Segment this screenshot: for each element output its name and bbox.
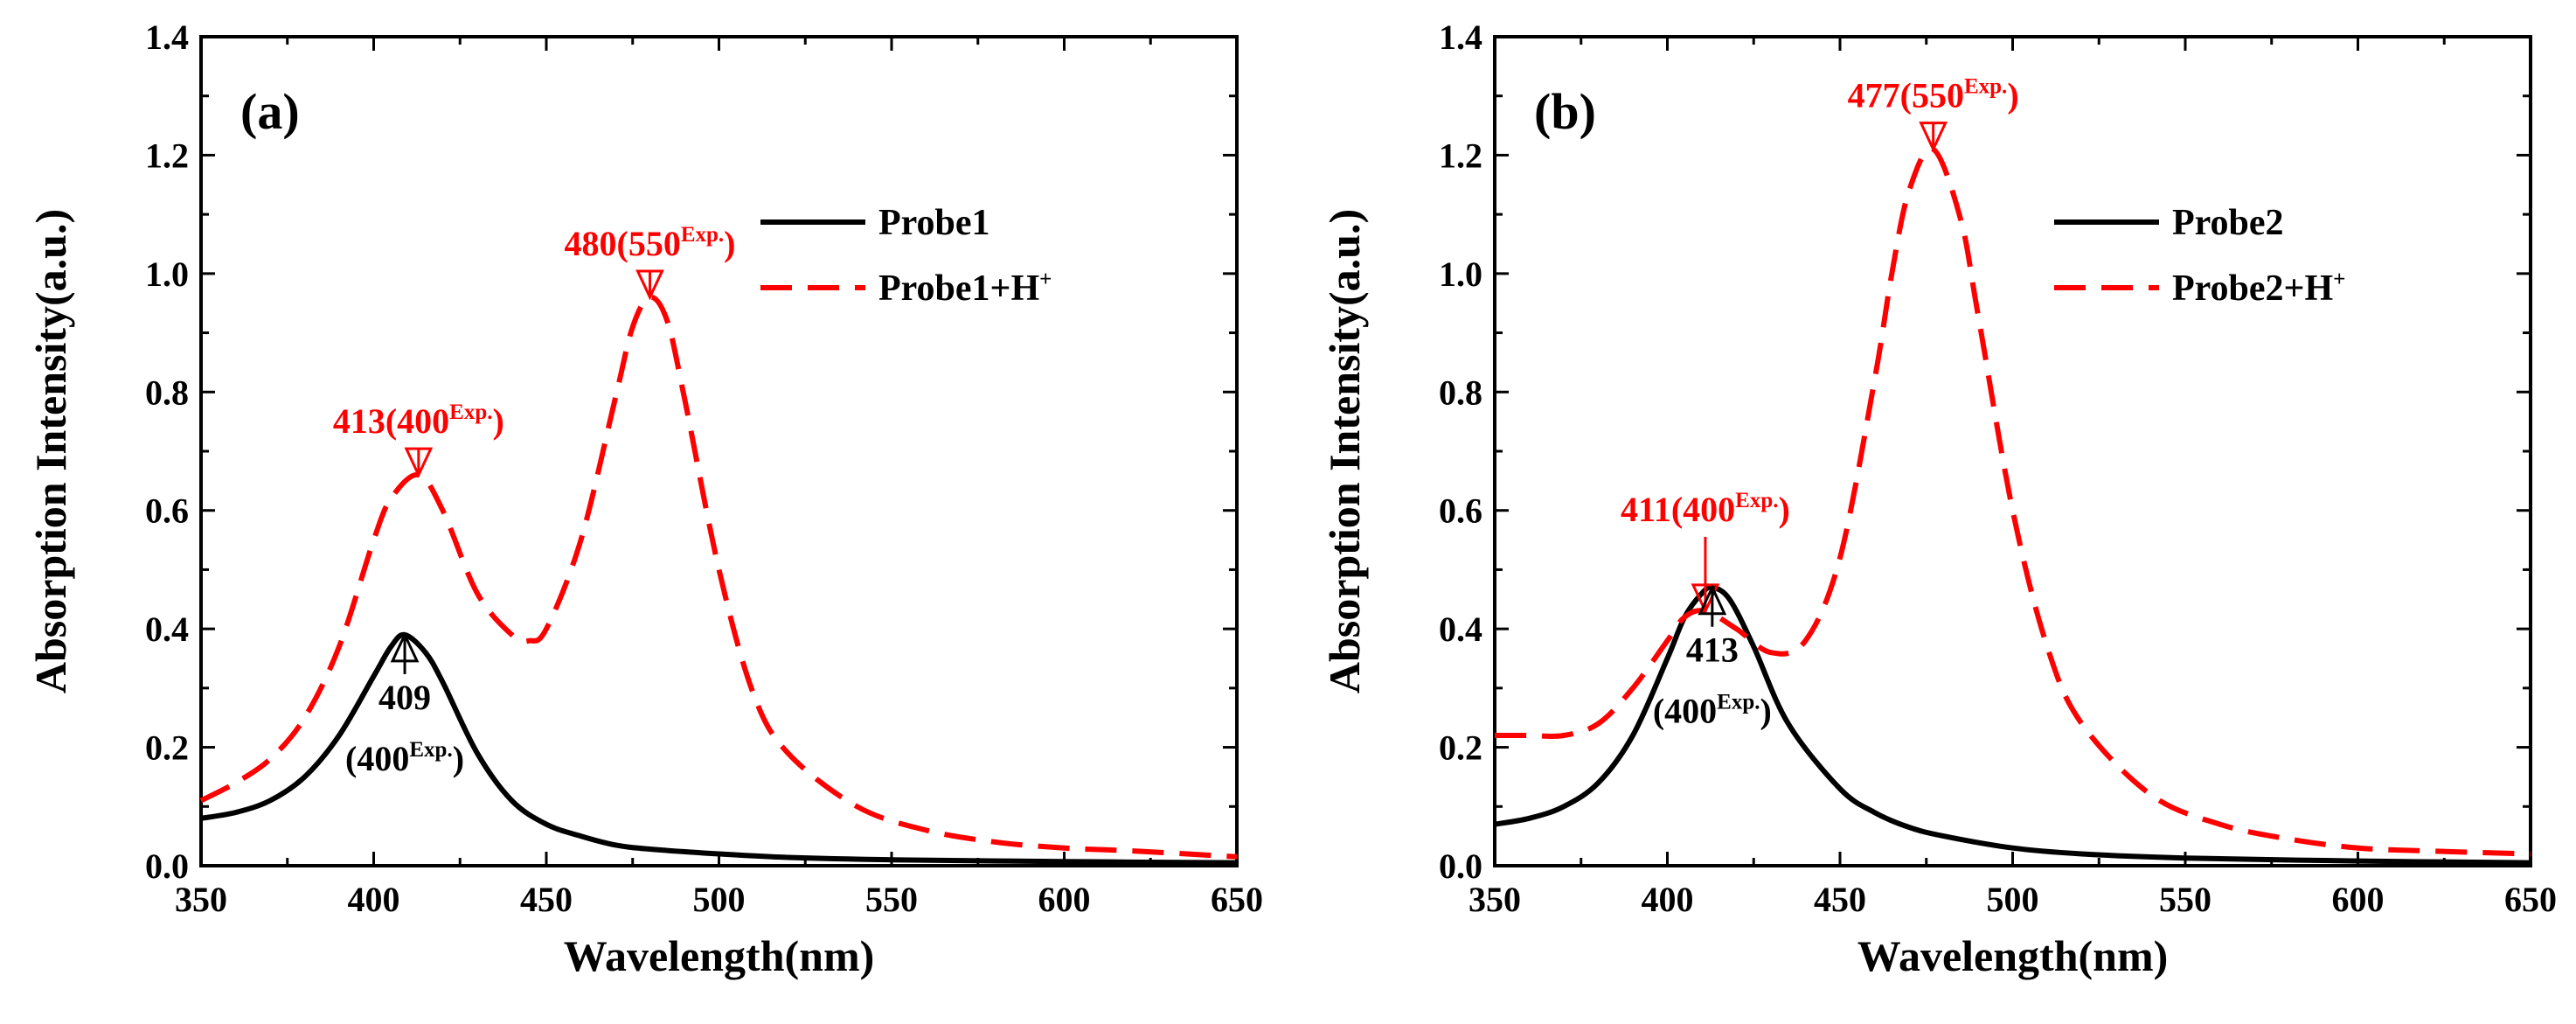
x-axis-title: Wavelength(nm)	[564, 931, 875, 980]
x-tick-label: 650	[2504, 880, 2557, 919]
x-tick-label: 600	[1038, 880, 1091, 919]
y-tick-label: 0.8	[145, 373, 189, 412]
chart-panel-b: 350 400 450 500 550 600 650 0.0 0.2 0.4 0.6 0.8 1.0 1…	[1320, 17, 2557, 980]
y-tick-label: 0.2	[1439, 728, 1482, 768]
x-tick-label: 350	[1469, 880, 1521, 919]
peak-annotation: 413(400Exp.)	[333, 401, 504, 478]
y-tick-label: 0.6	[1439, 491, 1482, 531]
annotation-arrowhead	[635, 269, 664, 301]
annotation-label-line2: (400Exp.)	[345, 738, 464, 778]
peak-annotation: 477(550Exp.)	[1848, 75, 2019, 153]
series-line-probe1-h	[199, 294, 1238, 860]
annotation-arrowhead	[1919, 122, 1948, 153]
y-tick-label: 1.2	[1439, 136, 1482, 175]
annotation-label: 413(400Exp.)	[333, 401, 504, 441]
y-axis-title: Absorption Intensity(a.u.)	[26, 209, 75, 693]
x-tick-label: 650	[1211, 880, 1263, 919]
peak-annotation: 480(550Exp.)	[565, 223, 736, 301]
annotation-label-line2: (400Exp.)	[1653, 691, 1772, 731]
peak-annotation: 411(400Exp.)	[1621, 489, 1790, 615]
x-axis-title: Wavelength(nm)	[1857, 931, 2169, 980]
peak-annotation: 413 (400Exp.)	[1653, 584, 1772, 731]
plot-frame	[1493, 35, 2532, 867]
chart-panel-a: 350 400 450 500 550 600 650 0.0 0.2 0.4 0.6 0.8 1.0 1…	[26, 17, 1263, 980]
series-line-probe2	[1494, 584, 2531, 866]
x-tick-label: 450	[1814, 880, 1866, 919]
annotation-label: 409	[378, 678, 431, 717]
x-tick-label: 350	[175, 880, 227, 919]
y-tick-label: 1.4	[1439, 17, 1482, 57]
legend-label: Probe1+H+	[878, 268, 1052, 309]
y-tick-label: 1.2	[145, 136, 189, 175]
x-tick-label: 400	[348, 880, 400, 919]
x-tick-label: 550	[2159, 880, 2211, 919]
annotation-arrowhead	[1698, 584, 1727, 616]
x-tick-label: 400	[1642, 880, 1694, 919]
y-tick-label: 0.4	[145, 610, 189, 649]
y-tick-label: 0.4	[1439, 610, 1482, 649]
series-line-probe2-h	[1494, 146, 2531, 857]
annotation-arrowhead	[404, 447, 434, 478]
y-tick-label: 0.0	[1439, 846, 1482, 886]
x-tick-label: 450	[520, 880, 573, 919]
legend-label: Probe2+H+	[2172, 268, 2345, 309]
y-tick-label: 0.0	[145, 846, 189, 886]
annotation-label: 480(550Exp.)	[565, 223, 736, 263]
panel-label: (b)	[1534, 83, 1596, 140]
annotation-label: 411(400Exp.)	[1621, 489, 1790, 529]
series-line-probe1	[200, 631, 1238, 866]
x-tick-label: 500	[693, 880, 746, 919]
legend-label: Probe1	[878, 203, 990, 243]
y-tick-label: 0.6	[145, 491, 189, 531]
x-tick-label: 550	[865, 880, 918, 919]
y-tick-label: 0.8	[1439, 373, 1482, 412]
peak-annotation: 409 (400Exp.)	[345, 631, 464, 778]
y-tick-label: 1.4	[145, 17, 189, 57]
x-tick-label: 500	[1987, 880, 2039, 919]
annotation-arrowhead	[390, 631, 420, 663]
y-tick-label: 1.0	[1439, 254, 1482, 294]
x-tick-label: 600	[2332, 880, 2385, 919]
y-tick-label: 1.0	[145, 254, 189, 294]
annotation-label: 477(550Exp.)	[1848, 75, 2019, 115]
panel-label: (a)	[240, 83, 300, 140]
y-tick-label: 0.2	[145, 728, 189, 768]
annotation-label: 413	[1686, 630, 1739, 670]
legend-label: Probe2	[2172, 203, 2284, 243]
y-axis-title: Absorption Intensity(a.u.)	[1320, 209, 1369, 693]
